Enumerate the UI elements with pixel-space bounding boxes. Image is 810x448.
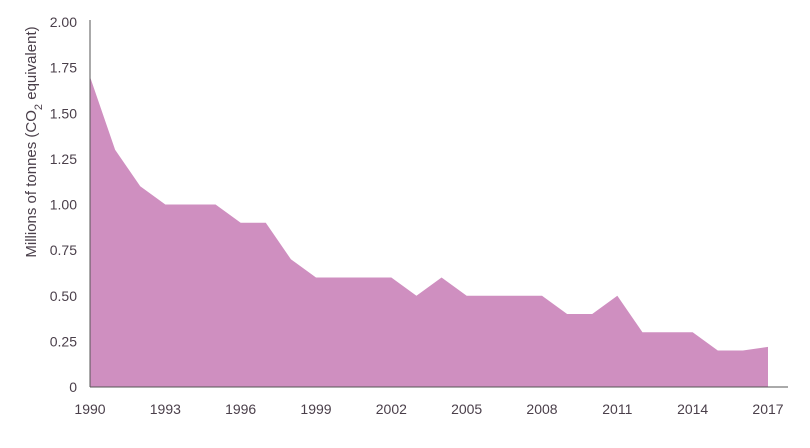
y-tick-label: 0.50 [50, 288, 77, 304]
x-tick-label: 2005 [451, 401, 482, 417]
y-axis-title-suffix: equivalent) [23, 26, 40, 104]
x-tick-label: 1999 [300, 401, 331, 417]
area-series [90, 76, 768, 387]
y-axis-title-group: Millions of tonnes (CO2 equivalent) [23, 26, 45, 257]
x-tick-label: 2017 [752, 401, 783, 417]
y-axis-title-prefix: Millions of tonnes (CO [23, 110, 40, 258]
y-tick-label: 0.75 [50, 242, 77, 258]
y-tick-label: 1.25 [50, 151, 77, 167]
y-tick-label: 1.75 [50, 60, 77, 76]
y-tick-label: 0 [69, 379, 77, 395]
y-tick-label: 1.00 [50, 197, 77, 213]
x-tick-label: 1993 [150, 401, 181, 417]
x-tick-label: 1990 [74, 401, 105, 417]
y-tick-label: 2.00 [50, 14, 77, 30]
x-tick-label: 2002 [376, 401, 407, 417]
y-tick-label: 0.25 [50, 333, 77, 349]
y-tick-label: 1.50 [50, 105, 77, 121]
x-tick-labels: 1990 1993 1996 1999 2002 2005 2008 2011 2014 2017 [74, 401, 783, 417]
y-axis-title: Millions of tonnes (CO2 equivalent) [23, 26, 45, 257]
x-tick-label: 2014 [677, 401, 708, 417]
x-tick-label: 2011 [602, 401, 632, 417]
x-tick-label: 1996 [225, 401, 256, 417]
y-tick-labels: 0 0.25 0.50 0.75 1.00 1.25 1.50 1.75 2.00 [50, 14, 77, 395]
x-tick-label: 2008 [526, 401, 557, 417]
y-axis-title-subscript: 2 [33, 104, 45, 110]
